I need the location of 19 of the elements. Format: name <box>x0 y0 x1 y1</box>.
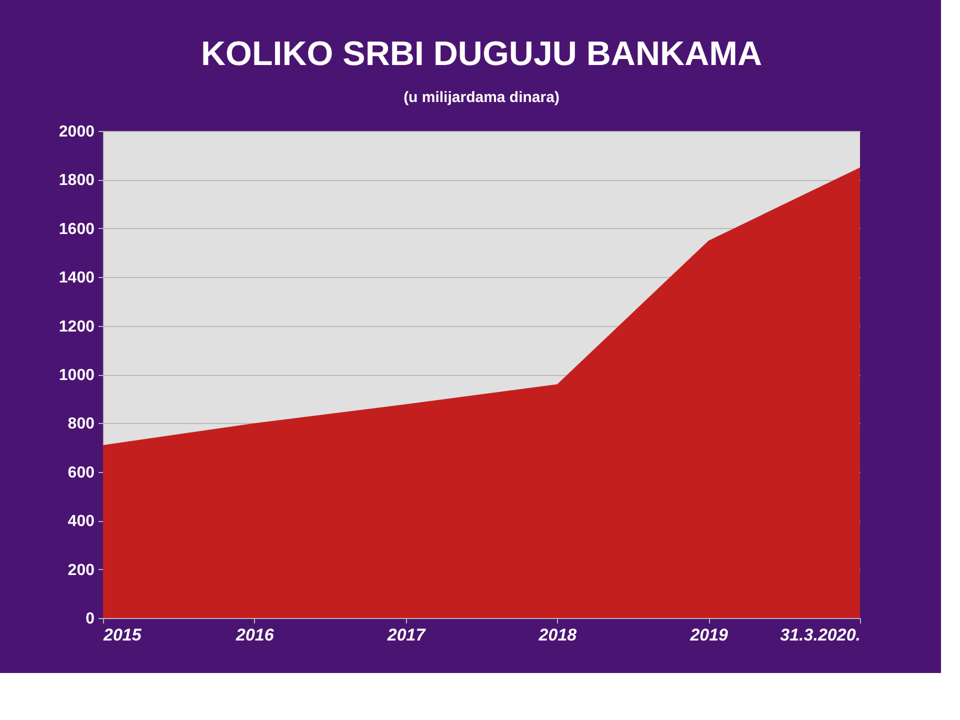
y-tick-label: 1200 <box>58 318 95 336</box>
x-tick-label: 31.3.2020. <box>780 626 860 644</box>
x-tick-label: 2015 <box>102 626 142 644</box>
x-tick-label: 2019 <box>689 626 729 644</box>
y-tick-label: 200 <box>68 562 95 579</box>
x-tick-label: 2017 <box>386 626 427 644</box>
y-tick-label: 600 <box>68 464 95 482</box>
y-tick-label: 1600 <box>58 220 95 238</box>
chart-title: KOLIKO SRBI DUGUJU BANKAMA <box>201 35 762 73</box>
y-tick-label: 1800 <box>58 172 95 190</box>
x-tick-label: 2016 <box>234 626 274 644</box>
y-tick-label: 400 <box>68 513 95 530</box>
x-tick-label: 2018 <box>538 626 578 644</box>
y-tick-label: 1000 <box>58 367 95 384</box>
y-tick-label: 1400 <box>58 270 95 287</box>
chart-subtitle: (u milijardama dinara) <box>404 89 560 106</box>
y-tick-label: 800 <box>68 416 95 433</box>
y-tick-label: 0 <box>86 610 95 628</box>
y-tick-label: 2000 <box>58 124 95 140</box>
